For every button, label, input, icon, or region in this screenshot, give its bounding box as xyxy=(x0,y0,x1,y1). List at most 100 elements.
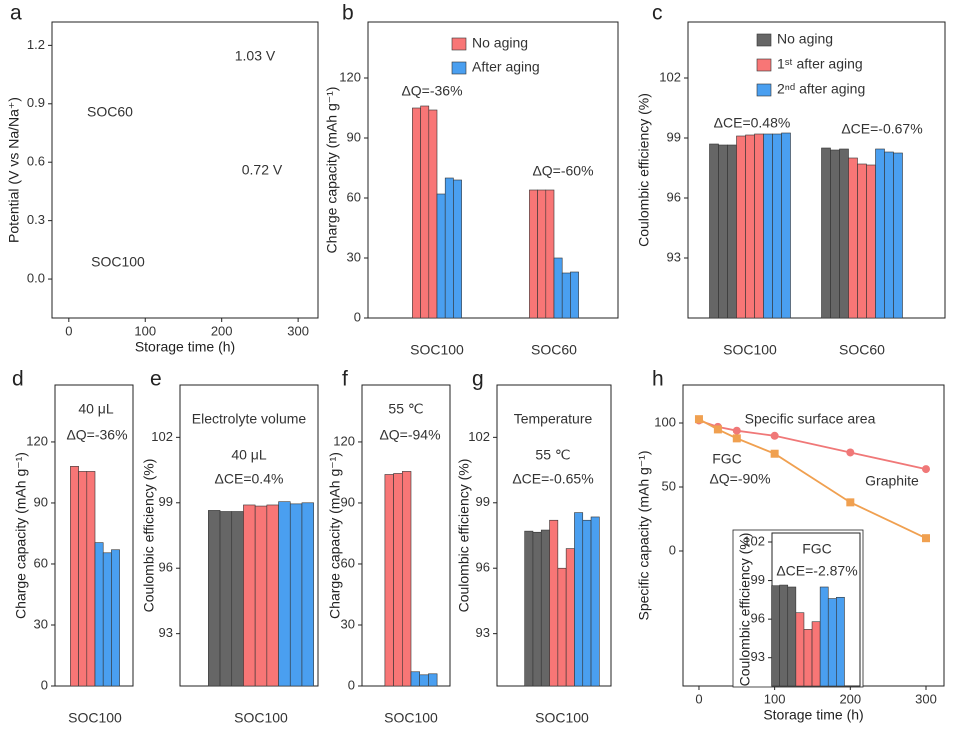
marker xyxy=(846,498,855,507)
y-tick-label: 99 xyxy=(667,129,681,144)
marker xyxy=(846,448,855,457)
marker xyxy=(732,426,741,435)
y-tick-label: 120 xyxy=(339,69,361,84)
bar xyxy=(545,189,555,319)
legend-label: After aging xyxy=(472,59,540,75)
category-label: SOC100 xyxy=(535,710,589,726)
legend-swatch xyxy=(756,33,772,47)
panel-label: b xyxy=(342,2,354,25)
category-label: SOC60 xyxy=(839,342,885,358)
annotation: ΔQ=-90% xyxy=(709,471,770,487)
annotation: FGC xyxy=(712,451,742,467)
y-axis-label: Charge capacity (mAh g⁻¹) xyxy=(13,452,29,619)
legend-swatch xyxy=(756,58,772,72)
bar xyxy=(540,529,550,687)
bar xyxy=(821,147,831,319)
bar xyxy=(827,598,837,687)
annotation: Temperature xyxy=(514,411,593,427)
bar xyxy=(857,163,867,319)
bar xyxy=(561,272,571,319)
bar xyxy=(219,511,233,687)
y-tick-label: 0.0 xyxy=(27,270,45,285)
bar xyxy=(590,516,600,687)
bar xyxy=(574,512,584,687)
y-tick-label: 90 xyxy=(341,494,355,509)
bar xyxy=(70,466,79,687)
bar xyxy=(428,109,438,319)
x-tick-label: 200 xyxy=(211,323,233,338)
y-tick-label: 96 xyxy=(476,560,490,575)
bar xyxy=(884,151,894,319)
bar xyxy=(570,271,579,319)
y-axis-label: Specific capacity (mAh g⁻¹) xyxy=(636,451,652,621)
y-tick-label: 0 xyxy=(348,677,355,692)
bar xyxy=(811,621,821,687)
annotation: ΔCE=0.48% xyxy=(714,115,791,131)
annotation: Graphite xyxy=(865,473,919,489)
marker xyxy=(732,434,741,443)
bar xyxy=(771,585,780,687)
marker xyxy=(921,465,930,474)
bar xyxy=(266,504,279,687)
bar xyxy=(549,519,559,687)
bar xyxy=(875,148,885,319)
bar xyxy=(772,133,782,319)
y-tick-label: 0.3 xyxy=(27,212,45,227)
category-label: SOC100 xyxy=(68,710,122,726)
bar xyxy=(254,505,268,687)
annotation: ΔQ=-36% xyxy=(401,83,462,99)
x-tick-label: 100 xyxy=(134,323,156,338)
y-tick-label: 30 xyxy=(347,249,361,264)
bar xyxy=(709,143,719,319)
panel-label: e xyxy=(150,368,162,391)
legend-label: No aging xyxy=(472,35,528,51)
bar xyxy=(537,189,547,319)
y-tick-label: 93 xyxy=(159,625,173,640)
y-tick-label: 30 xyxy=(341,616,355,631)
y-axis-label: Potential (V vs Na/Na⁺) xyxy=(6,97,22,243)
bar xyxy=(893,152,903,319)
panel-label: a xyxy=(10,2,22,25)
bar xyxy=(524,530,534,687)
y-tick-label: 102 xyxy=(659,69,681,84)
bar xyxy=(208,510,221,687)
bar xyxy=(781,132,791,319)
category-label: SOC100 xyxy=(384,710,438,726)
bar xyxy=(419,674,429,687)
bar xyxy=(231,511,244,687)
y-tick-label: 93 xyxy=(751,649,765,664)
plot-frame xyxy=(367,21,619,319)
y-tick-label: 50 xyxy=(662,478,676,493)
annotation: ΔCE=-0.67% xyxy=(841,121,922,137)
bar xyxy=(102,552,112,687)
bar xyxy=(428,673,438,687)
y-tick-label: 90 xyxy=(34,494,48,509)
y-tick-label: 102 xyxy=(468,429,490,444)
annotation: ΔCE=0.4% xyxy=(215,471,284,487)
annotation: ΔCE=-2.87% xyxy=(776,563,857,579)
bar xyxy=(78,471,88,687)
bar xyxy=(384,474,394,687)
bar xyxy=(736,135,746,319)
annotation: FGC xyxy=(802,541,832,557)
bar xyxy=(718,144,728,319)
annotation: Specific surface area xyxy=(745,411,876,427)
bar xyxy=(393,473,403,687)
y-axis-label: Coulombic efficiency (%) xyxy=(636,93,652,247)
annotation: ΔCE=-0.65% xyxy=(512,471,593,487)
category-label: SOC100 xyxy=(234,710,288,726)
category-label: SOC100 xyxy=(410,342,464,358)
bar xyxy=(289,503,303,687)
x-tick-label: 0 xyxy=(65,323,72,338)
bar xyxy=(787,586,797,687)
bar xyxy=(803,629,813,687)
annotation: ΔQ=-36% xyxy=(66,427,127,443)
y-tick-label: 93 xyxy=(667,249,681,264)
legend-label: 2ⁿᵈ after aging xyxy=(777,81,865,97)
annotation: 0.72 V xyxy=(242,162,283,178)
y-tick-label: 96 xyxy=(667,189,681,204)
x-tick-label: 300 xyxy=(287,323,309,338)
y-tick-label: 99 xyxy=(159,494,173,509)
y-axis-label: Charge capacity (mAh g⁻¹) xyxy=(324,87,340,254)
